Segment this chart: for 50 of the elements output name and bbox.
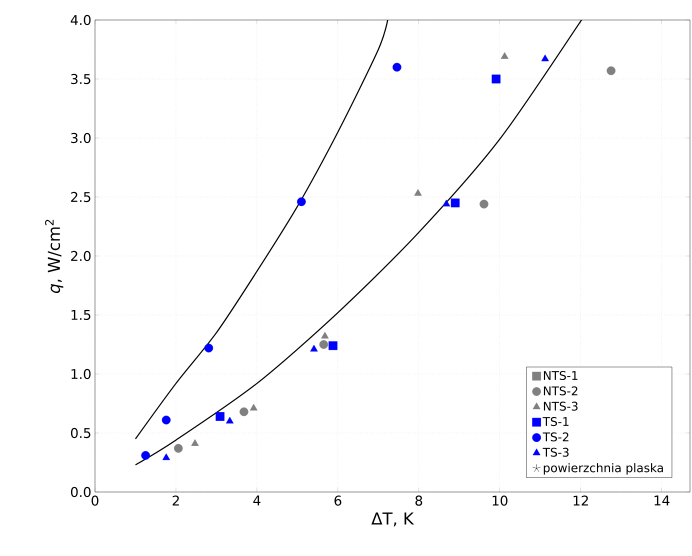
x-tick-label: 6 bbox=[334, 496, 342, 506]
legend-label: TS-3 bbox=[542, 448, 569, 457]
y-tick-label: 4.0 bbox=[70, 14, 91, 26]
y-tick-label: 0.0 bbox=[70, 486, 91, 498]
legend-label: NTS-1 bbox=[544, 370, 578, 380]
point bbox=[319, 340, 328, 349]
point bbox=[191, 439, 199, 446]
x-tick-label: 12 bbox=[574, 496, 588, 506]
point bbox=[480, 200, 488, 208]
point bbox=[606, 66, 616, 76]
y-tick-label: 0.5 bbox=[70, 428, 90, 438]
point bbox=[392, 62, 402, 72]
point bbox=[328, 341, 338, 350]
point bbox=[141, 451, 150, 460]
point bbox=[174, 444, 183, 453]
legend-label: NTS-3 bbox=[544, 402, 578, 411]
legend-label: TS-2 bbox=[542, 432, 568, 442]
point bbox=[450, 198, 460, 208]
point bbox=[541, 54, 549, 62]
point bbox=[442, 200, 450, 206]
point bbox=[162, 416, 171, 424]
point bbox=[500, 52, 508, 59]
point bbox=[250, 404, 258, 411]
y-tick-label: 3.0 bbox=[71, 132, 91, 144]
x-tick-label: 8 bbox=[415, 496, 422, 506]
x-tick-label: 10 bbox=[492, 496, 508, 506]
point bbox=[321, 332, 329, 339]
y-axis-title: q, W/cm$^{2}$ bbox=[45, 220, 64, 294]
point bbox=[226, 416, 234, 424]
legend-label: NTS-2 bbox=[544, 386, 578, 396]
x-tick-label: 14 bbox=[654, 496, 670, 506]
y-tick-label: 1.0 bbox=[72, 368, 91, 380]
x-tick-label: 2 bbox=[172, 496, 179, 506]
legend-label: powierzchnia plaska bbox=[544, 463, 663, 475]
point bbox=[414, 189, 422, 196]
point bbox=[492, 74, 501, 84]
point bbox=[216, 412, 224, 421]
y-tick-label: 2.0 bbox=[71, 250, 91, 262]
y-tick-label: 2.5 bbox=[71, 192, 90, 202]
legend-label: TS-1 bbox=[542, 417, 568, 426]
point bbox=[162, 453, 170, 460]
x-tick-label: 4 bbox=[253, 496, 260, 506]
x-tick-label: 0 bbox=[92, 496, 98, 506]
y-tick-label: 1.5 bbox=[72, 310, 90, 320]
point bbox=[297, 197, 306, 206]
y-tick-label: 3.5 bbox=[71, 74, 90, 84]
point bbox=[240, 407, 248, 416]
point bbox=[204, 344, 214, 352]
x-axis-title: ΔT, K bbox=[371, 512, 414, 526]
point bbox=[310, 344, 318, 352]
